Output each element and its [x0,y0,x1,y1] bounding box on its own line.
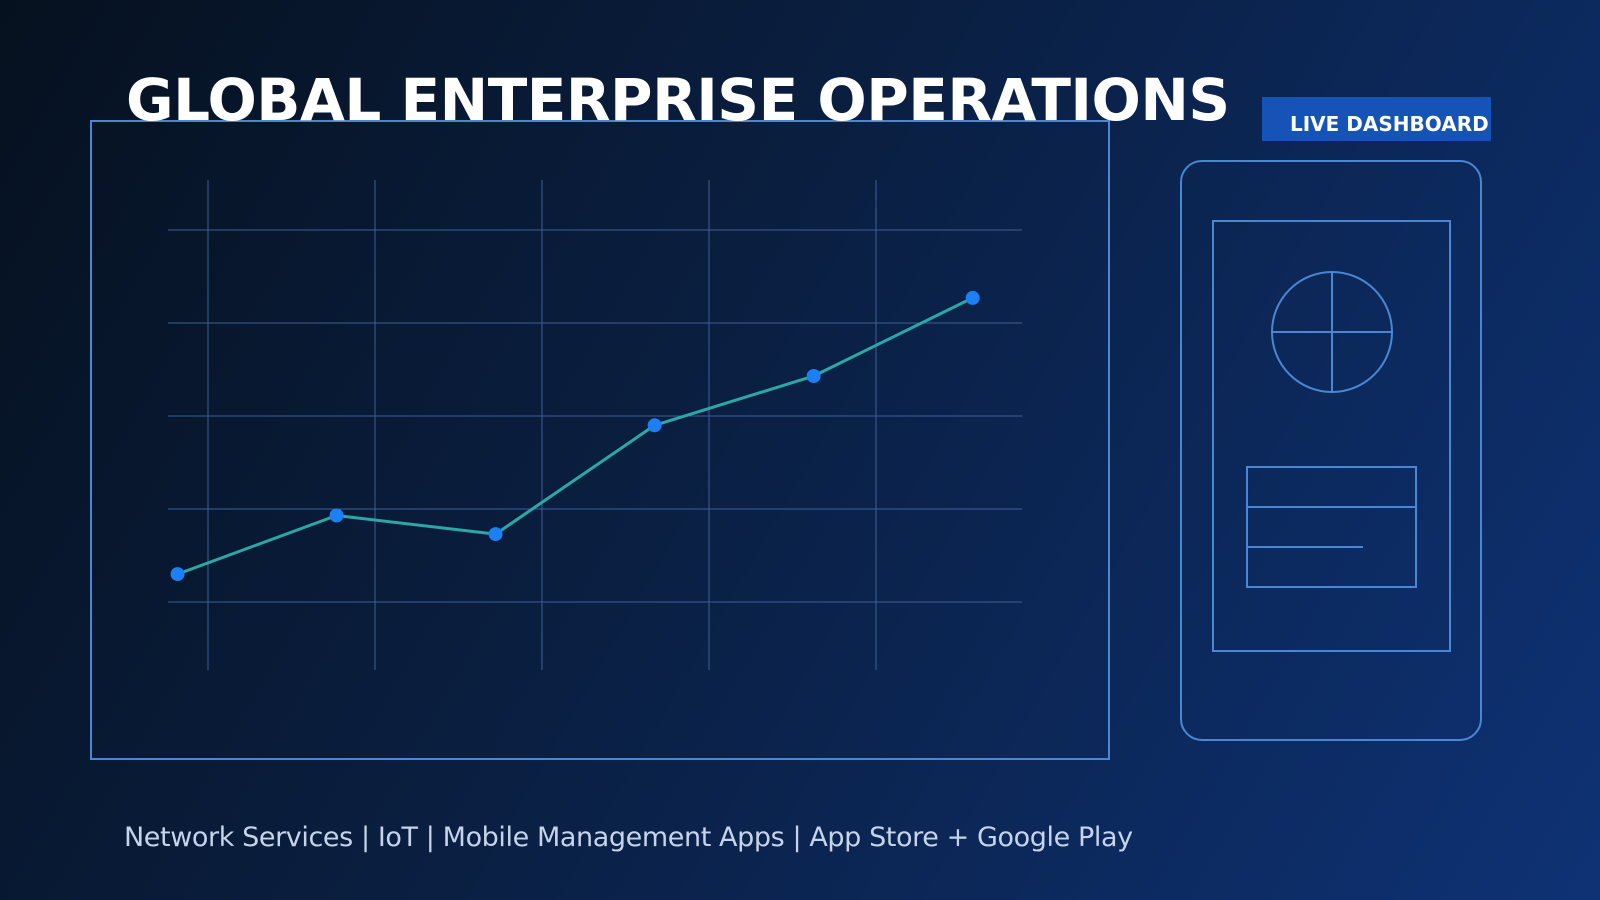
chart-panel [90,120,1110,760]
chart-grid [168,180,1022,670]
data-point [806,369,821,384]
data-point [329,508,344,523]
live-dashboard-badge: LIVE DASHBOARD [1262,97,1491,141]
data-point [965,290,980,305]
card-text-line [1248,546,1363,548]
data-point [647,418,662,433]
footer-tagline: Network Services | IoT | Mobile Manageme… [124,822,1133,853]
card-icon [1246,466,1417,588]
line-chart [168,180,1022,670]
data-point [170,567,185,582]
globe-icon [1271,271,1393,393]
data-point [488,527,503,542]
card-divider [1248,506,1415,508]
page-title: GLOBAL ENTERPRISE OPERATIONS [126,66,1230,134]
series-points [170,290,980,582]
series-line [176,296,975,576]
phone-mockup [1180,160,1482,741]
phone-screen [1212,220,1451,652]
live-dashboard-label: LIVE DASHBOARD [1290,112,1489,136]
